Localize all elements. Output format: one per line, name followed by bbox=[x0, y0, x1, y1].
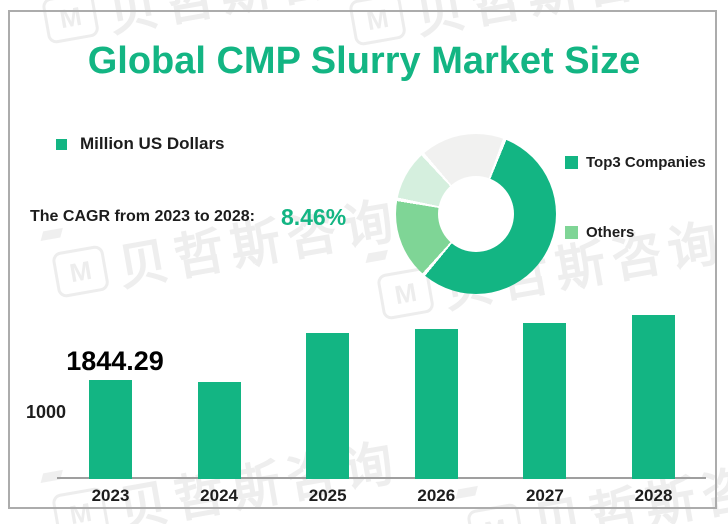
bar-2027 bbox=[523, 323, 567, 479]
legend-label-others: Others bbox=[586, 223, 635, 241]
x-axis-label-2023: 2023 bbox=[91, 486, 130, 505]
bar-2024 bbox=[197, 382, 241, 479]
legend-item-others: Others bbox=[565, 220, 634, 244]
watermark-logo-icon: M bbox=[41, 0, 101, 45]
cagr-row: The CAGR from 2023 to 2028: 8.46% bbox=[30, 203, 346, 231]
x-axis-label-2027: 2027 bbox=[525, 486, 564, 505]
legend-square-top3-icon bbox=[565, 155, 578, 169]
y-axis-tick-1000: 1000 bbox=[26, 402, 67, 422]
watermark-2: M 贝哲斯咨询 bbox=[40, 180, 405, 312]
unit-legend-square-icon bbox=[56, 138, 67, 150]
bar-value-label-2023: 1844.29 bbox=[66, 346, 164, 376]
x-axis-label-2026: 2026 bbox=[417, 486, 456, 505]
chart-title: Global CMP Slurry Market Size bbox=[87, 40, 641, 82]
legend-item-top3-companies: Top3 Companies bbox=[565, 150, 706, 174]
unit-legend: Million US Dollars bbox=[56, 133, 225, 155]
unit-legend-label: Million US Dollars bbox=[80, 134, 225, 153]
watermark-flag-icon bbox=[365, 249, 388, 263]
x-axis-label-2028: 2028 bbox=[634, 486, 673, 505]
bar-2025 bbox=[306, 333, 350, 479]
x-axis-label-2024: 2024 bbox=[200, 486, 238, 505]
x-axis-label-2025: 2025 bbox=[308, 486, 347, 505]
cagr-label: The CAGR from 2023 to 2028: bbox=[30, 208, 255, 225]
cagr-value: 8.46% bbox=[280, 203, 347, 230]
watermark-text: 贝哲斯咨询 bbox=[113, 191, 405, 297]
bar-2026 bbox=[414, 329, 458, 479]
x-axis-line bbox=[57, 477, 706, 479]
donut-chart bbox=[396, 134, 556, 294]
bar-2023 bbox=[89, 380, 132, 479]
donut-hole bbox=[438, 176, 514, 252]
legend-square-others-icon bbox=[565, 225, 578, 239]
bar-2028 bbox=[632, 315, 675, 479]
legend-label-top3: Top3 Companies bbox=[586, 153, 706, 171]
watermark-text: 贝哲斯咨询 bbox=[113, 433, 405, 524]
watermark-logo-icon: M bbox=[40, 227, 111, 299]
